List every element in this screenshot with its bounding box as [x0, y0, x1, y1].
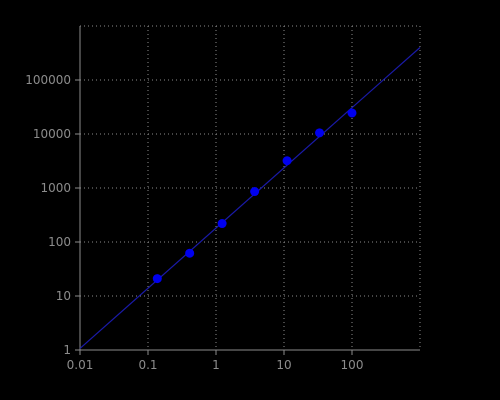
x-tick-label: 0.1 [138, 358, 157, 372]
data-point [250, 187, 260, 197]
data-points [152, 108, 357, 284]
y-tick-label: 1000 [40, 181, 71, 195]
y-tick-label: 10 [56, 289, 71, 303]
data-point [315, 128, 325, 138]
y-tick-label: 100 [48, 235, 71, 249]
data-point [152, 274, 162, 284]
x-tick-label: 1 [212, 358, 220, 372]
data-point [347, 108, 357, 118]
tick-labels: 0.01 0.1 1 10 100 1 10 100 1000 10000 100000 [25, 73, 363, 372]
axes [75, 26, 420, 355]
fit-line-group [79, 47, 421, 349]
data-point [282, 156, 292, 166]
y-tick-label: 1 [63, 343, 71, 357]
x-tick-label: 10 [276, 358, 291, 372]
data-point [185, 248, 195, 258]
x-tick-label: 100 [341, 358, 364, 372]
grid [80, 25, 421, 350]
fit-line [79, 47, 421, 349]
data-point [217, 219, 227, 229]
y-tick-label: 10000 [33, 127, 71, 141]
x-tick-label: 0.01 [67, 358, 94, 372]
y-tick-label: 100000 [25, 73, 71, 87]
